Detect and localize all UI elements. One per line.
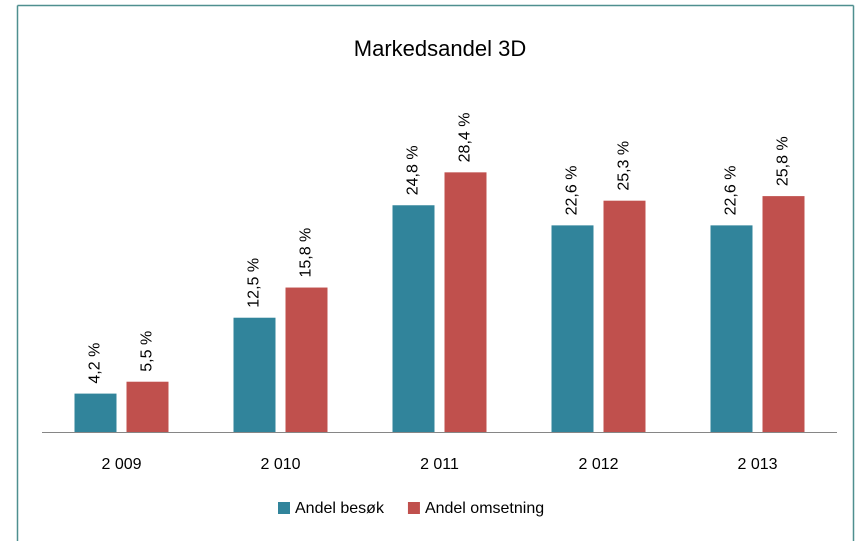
value-label: 15,8 % [298,228,315,278]
bar [126,381,169,432]
bar [392,205,435,432]
bar [444,172,487,433]
legend-label: Andel besøk [295,500,385,517]
x-tick-label: 2 009 [101,456,141,473]
x-tick-label: 2 013 [737,456,777,473]
bar [551,225,594,432]
x-tick-label: 2 012 [578,456,618,473]
value-label: 4,2 % [87,343,104,384]
value-label: 5,5 % [139,331,156,372]
value-label: 24,8 % [405,145,422,195]
x-tick-label: 2 010 [260,456,300,473]
legend-label: Andel omsetning [425,500,544,517]
bar [762,196,805,432]
bar [603,200,646,432]
bar [74,393,117,432]
value-label: 22,6 % [723,166,740,216]
bar [233,317,276,432]
chart-title: Markedsandel 3D [354,36,526,61]
value-label: 22,6 % [564,166,581,216]
legend-swatch [278,502,290,514]
bar [710,225,753,432]
value-label: 25,8 % [775,136,792,186]
x-tick-label: 2 011 [420,456,459,473]
value-label: 28,4 % [457,113,474,163]
value-label: 25,3 % [616,141,633,191]
legend-swatch [407,502,420,514]
bar [285,287,328,432]
value-label: 12,5 % [246,258,263,308]
